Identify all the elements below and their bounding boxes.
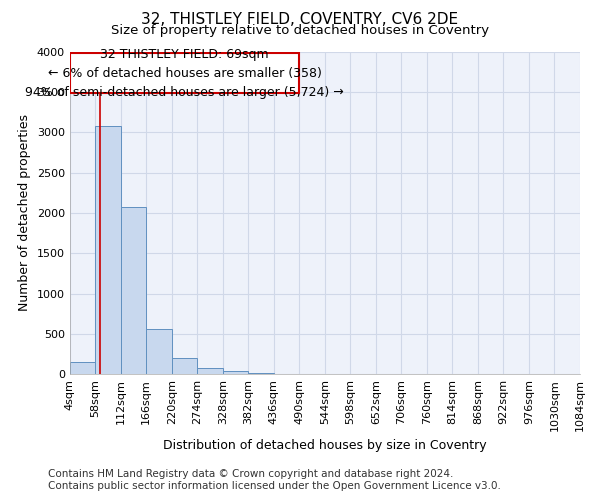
Text: 32, THISTLEY FIELD, COVENTRY, CV6 2DE: 32, THISTLEY FIELD, COVENTRY, CV6 2DE bbox=[142, 12, 458, 28]
Bar bbox=[70, 362, 95, 374]
Bar bbox=[146, 329, 172, 374]
Bar bbox=[248, 372, 274, 374]
Text: 32 THISTLEY FIELD: 69sqm
← 6% of detached houses are smaller (358)
94% of semi-d: 32 THISTLEY FIELD: 69sqm ← 6% of detache… bbox=[25, 48, 344, 99]
Bar bbox=[223, 371, 248, 374]
FancyBboxPatch shape bbox=[70, 53, 299, 94]
Y-axis label: Number of detached properties: Number of detached properties bbox=[18, 114, 31, 312]
Text: Contains HM Land Registry data © Crown copyright and database right 2024.
Contai: Contains HM Land Registry data © Crown c… bbox=[48, 470, 501, 491]
Text: Size of property relative to detached houses in Coventry: Size of property relative to detached ho… bbox=[111, 24, 489, 37]
Bar bbox=[172, 358, 197, 374]
Bar bbox=[95, 126, 121, 374]
Bar bbox=[121, 208, 146, 374]
X-axis label: Distribution of detached houses by size in Coventry: Distribution of detached houses by size … bbox=[163, 440, 487, 452]
Bar bbox=[197, 368, 223, 374]
